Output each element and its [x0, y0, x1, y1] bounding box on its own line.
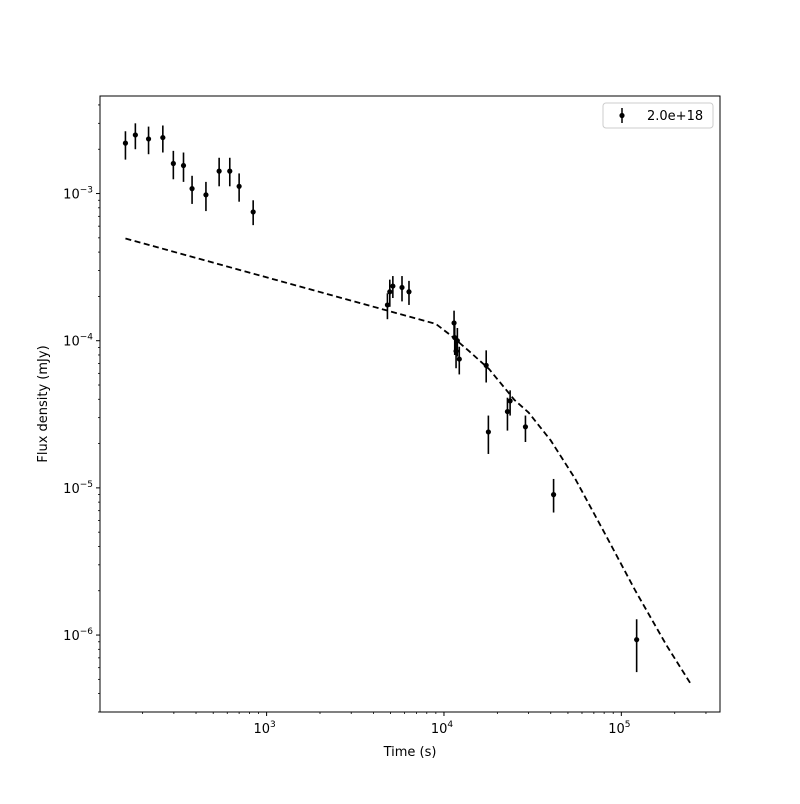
point-marker	[634, 637, 640, 643]
data-point	[145, 126, 152, 155]
data-point	[399, 276, 405, 302]
data-point	[189, 175, 195, 204]
data-point	[132, 123, 138, 150]
point-marker	[145, 136, 152, 142]
point-marker	[522, 424, 529, 430]
data-point	[390, 276, 396, 299]
point-marker	[122, 140, 129, 146]
x-axis-label: Time (s)	[383, 745, 437, 760]
point-marker	[387, 289, 393, 295]
point-marker	[483, 362, 489, 368]
point-marker	[485, 429, 491, 435]
data-point	[387, 279, 393, 307]
point-marker	[507, 398, 513, 404]
data-point	[170, 150, 176, 180]
y-axis-label: Flux density (mJy)	[36, 345, 51, 462]
point-marker	[550, 492, 557, 498]
data-point	[122, 131, 129, 160]
data-point	[236, 173, 242, 202]
data-point	[454, 327, 460, 357]
data-point	[203, 181, 209, 212]
point-marker	[203, 192, 209, 198]
legend-marker-icon	[619, 112, 625, 119]
data-point	[550, 478, 557, 513]
point-marker	[170, 160, 176, 167]
data-point	[507, 390, 513, 416]
point-marker	[189, 186, 195, 192]
points-layer	[122, 123, 640, 673]
data-point	[160, 125, 166, 153]
data-point	[216, 157, 222, 187]
axes-frame	[99, 95, 721, 713]
data-point	[456, 346, 462, 375]
point-marker	[132, 132, 138, 138]
point-marker	[160, 134, 166, 141]
data-point	[384, 293, 391, 320]
point-marker	[236, 183, 242, 189]
point-marker	[180, 162, 187, 169]
point-marker	[390, 283, 396, 289]
data-point	[504, 397, 511, 431]
legend: 2.0e+18	[602, 102, 714, 129]
point-marker	[504, 408, 511, 415]
data-point	[406, 280, 412, 305]
point-marker	[399, 284, 405, 291]
point-marker	[250, 209, 256, 215]
point-marker	[454, 338, 460, 344]
point-marker	[451, 320, 457, 326]
data-point	[485, 415, 491, 454]
point-marker	[384, 302, 391, 308]
data-point	[227, 157, 233, 187]
data-point	[522, 415, 529, 442]
data-point	[483, 350, 489, 383]
point-marker	[456, 356, 462, 362]
model-layer	[125, 237, 692, 684]
data-point	[250, 200, 256, 226]
legend-box	[602, 102, 714, 129]
point-marker	[406, 289, 412, 295]
model-curve-line	[125, 237, 692, 684]
legend-series-label: 2.0e+18	[647, 109, 703, 124]
point-marker	[227, 168, 233, 174]
data-point	[180, 152, 187, 182]
point-marker	[216, 168, 222, 174]
data-point	[634, 619, 640, 673]
